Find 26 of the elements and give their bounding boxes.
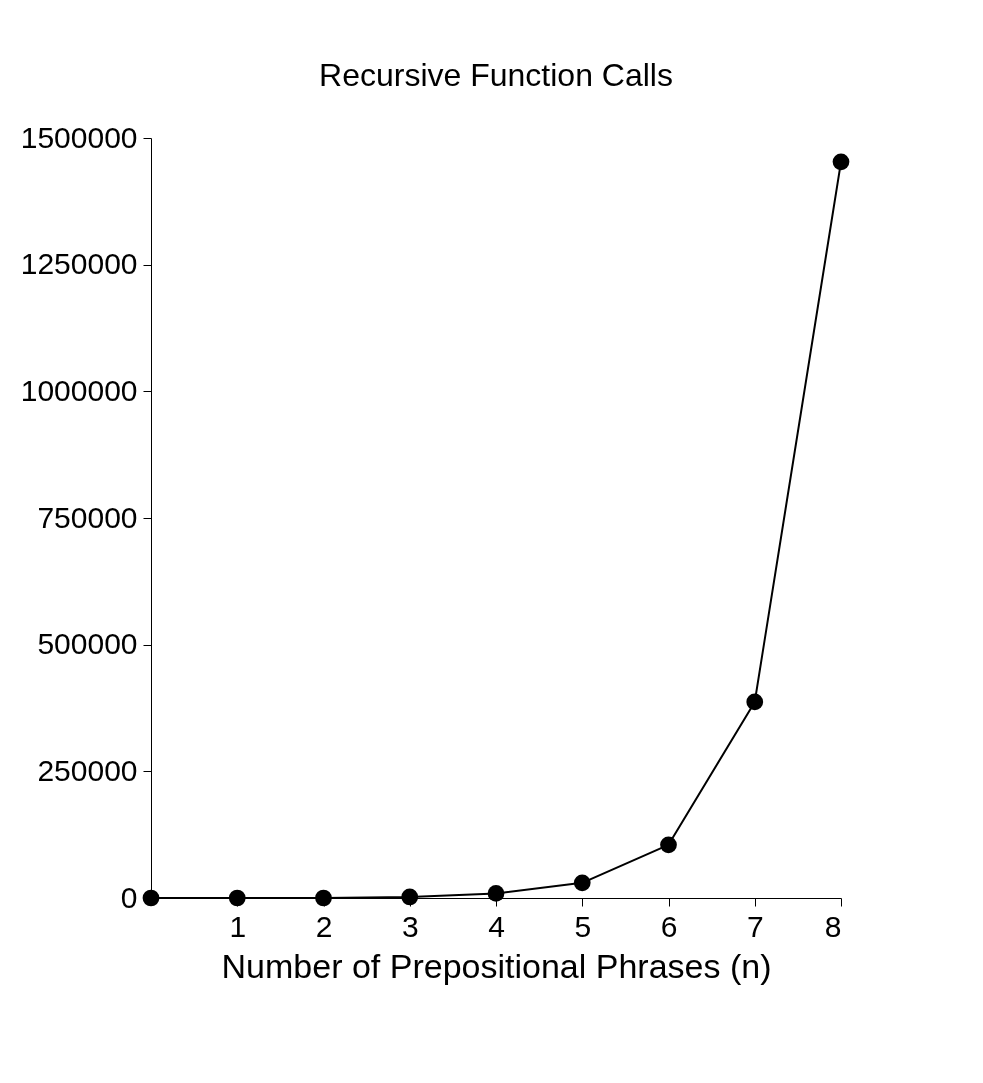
point [660,836,677,854]
point [746,693,764,711]
y-tick-label: 500000 [37,627,138,661]
y-tick-label: 1250000 [20,247,138,281]
point [573,874,591,892]
point [487,885,505,902]
x-tick-label: 7 [746,909,764,943]
point [832,153,850,171]
point [315,889,332,907]
y-tick-label: 750000 [37,500,138,534]
point [228,889,246,907]
x-tick-label: 3 [401,909,419,943]
x-tick-label: 6 [660,909,678,943]
x-tick-label: 2 [315,909,333,943]
point [142,889,160,907]
x-tick-label: 1 [229,909,247,943]
y-tick-label: 1500000 [20,120,138,154]
y-tick-label: 0 [120,880,138,914]
y-tick-label: 1000000 [20,373,138,407]
y-tick-label: 250000 [37,753,138,787]
x-tick-label: 8 [824,909,842,943]
chart-title: Recursive Function Calls [319,57,673,93]
x-tick-label: 5 [574,909,592,943]
x-tick-label: 4 [488,909,505,943]
x-axis-title: Number of Prepositional Phrases (n) [221,946,772,985]
point [401,888,419,906]
